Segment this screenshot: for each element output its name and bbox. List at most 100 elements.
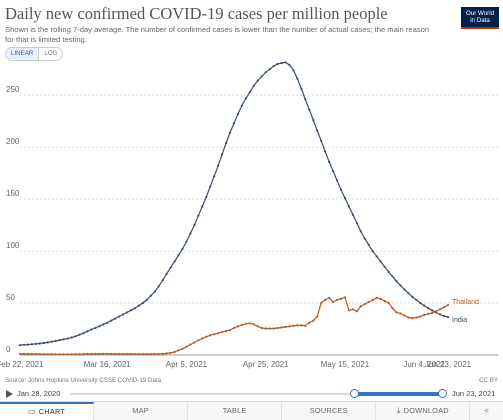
owid-logo[interactable]: Our World in Data — [461, 7, 499, 29]
data-point-thailand — [22, 352, 26, 355]
tab-download[interactable]: ⤓ DOWNLOAD — [376, 402, 471, 420]
data-point-thailand — [276, 326, 279, 330]
data-point-thailand — [419, 315, 422, 318]
data-point-india — [213, 175, 216, 178]
data-point-thailand — [125, 352, 129, 356]
data-point-india — [292, 69, 295, 72]
x-tick-label: Jun 23, 2021 — [425, 360, 472, 369]
x-tick-label: Apr 5, 2021 — [166, 360, 208, 369]
data-point-thailand — [379, 297, 382, 300]
data-point-thailand — [320, 301, 323, 305]
data-point-thailand — [18, 352, 22, 355]
data-point-india — [312, 119, 315, 122]
scale-toggle[interactable]: LINEAR LOG — [5, 47, 64, 61]
data-point-india — [129, 309, 133, 312]
license-link[interactable]: CC BY — [479, 377, 498, 384]
data-point-india — [90, 328, 93, 331]
tab-sources-label: SOURCES — [309, 406, 348, 415]
data-point-india — [320, 139, 323, 142]
data-point-india — [276, 62, 279, 66]
data-point-thailand — [173, 350, 176, 353]
data-point-india — [26, 343, 29, 346]
data-point-india — [173, 260, 176, 263]
log-scale-button[interactable]: LOG — [44, 50, 58, 57]
data-point-india — [54, 339, 57, 343]
data-point-india — [38, 342, 41, 345]
data-point-thailand — [236, 325, 240, 328]
data-point-thailand — [213, 333, 216, 336]
data-point-india — [280, 61, 283, 65]
data-point-thailand — [442, 306, 446, 309]
data-point-thailand — [284, 325, 287, 328]
x-tick-label: Mar 16, 2021 — [84, 360, 132, 369]
data-point-india — [316, 129, 319, 132]
data-point-india — [415, 298, 418, 301]
timeline-start-handle[interactable] — [350, 389, 359, 398]
data-point-india — [395, 280, 398, 283]
tab-table[interactable]: TABLE — [188, 402, 283, 420]
data-point-thailand — [268, 327, 271, 330]
data-point-thailand — [177, 349, 180, 352]
data-point-india — [359, 230, 362, 233]
data-point-india — [379, 260, 382, 263]
data-point-india — [74, 335, 77, 338]
data-point-india — [403, 288, 406, 291]
data-point-india — [260, 75, 263, 78]
data-point-thailand — [209, 334, 212, 337]
data-point-thailand — [256, 325, 259, 328]
data-point-thailand — [181, 347, 184, 350]
data-point-thailand — [129, 352, 133, 356]
x-tick-label: Apr 25, 2021 — [243, 360, 289, 369]
data-point-india — [118, 315, 121, 318]
data-point-thailand — [225, 330, 228, 333]
source-note[interactable]: Source: Johns Hopkins University CSSE CO… — [5, 377, 162, 384]
data-point-thailand — [26, 352, 29, 356]
data-point-thailand — [387, 301, 390, 305]
data-point-thailand — [328, 296, 331, 299]
data-point-india — [225, 141, 228, 145]
data-point-thailand — [78, 353, 81, 356]
timeline-track[interactable] — [70, 393, 442, 395]
data-point-thailand — [351, 308, 354, 311]
tab-map[interactable]: MAP — [94, 402, 189, 420]
logo-line-2: in Data — [470, 17, 490, 25]
data-point-india — [18, 344, 22, 347]
data-point-india — [248, 91, 251, 94]
data-point-thailand — [153, 353, 156, 356]
data-point-thailand — [232, 326, 236, 330]
data-point-india — [106, 321, 109, 324]
data-point-thailand — [54, 353, 57, 356]
data-point-thailand — [391, 307, 394, 310]
logo-line-1: Our World — [465, 10, 495, 17]
data-point-thailand — [205, 335, 208, 338]
series-label-thailand: Thailand — [452, 299, 479, 306]
data-point-india — [383, 265, 386, 268]
data-point-thailand — [411, 317, 414, 320]
data-point-thailand — [228, 329, 232, 332]
data-point-india — [189, 232, 192, 235]
data-point-thailand — [110, 352, 113, 355]
data-point-india — [50, 340, 53, 343]
data-point-thailand — [363, 303, 366, 306]
data-point-thailand — [145, 353, 148, 356]
data-point-thailand — [38, 353, 41, 356]
data-point-thailand — [272, 327, 275, 330]
tab-sources[interactable]: SOURCES — [282, 402, 377, 420]
tab-chart[interactable]: ▭ CHART — [0, 402, 95, 420]
data-point-india — [423, 304, 426, 307]
data-point-thailand — [415, 316, 418, 319]
timeline-end-handle[interactable] — [438, 389, 447, 398]
linear-scale-button[interactable]: LINEAR — [6, 48, 40, 60]
data-point-thailand — [395, 311, 398, 314]
data-point-india — [46, 341, 49, 344]
data-point-india — [264, 71, 267, 74]
share-button[interactable]: < — [470, 402, 503, 420]
data-point-thailand — [304, 324, 307, 327]
data-point-india — [363, 237, 366, 240]
data-point-india — [351, 213, 354, 216]
data-point-india — [58, 339, 61, 342]
play-icon[interactable] — [6, 390, 13, 398]
data-point-thailand — [431, 311, 434, 314]
data-point-thailand — [121, 352, 125, 356]
data-point-india — [22, 343, 26, 346]
